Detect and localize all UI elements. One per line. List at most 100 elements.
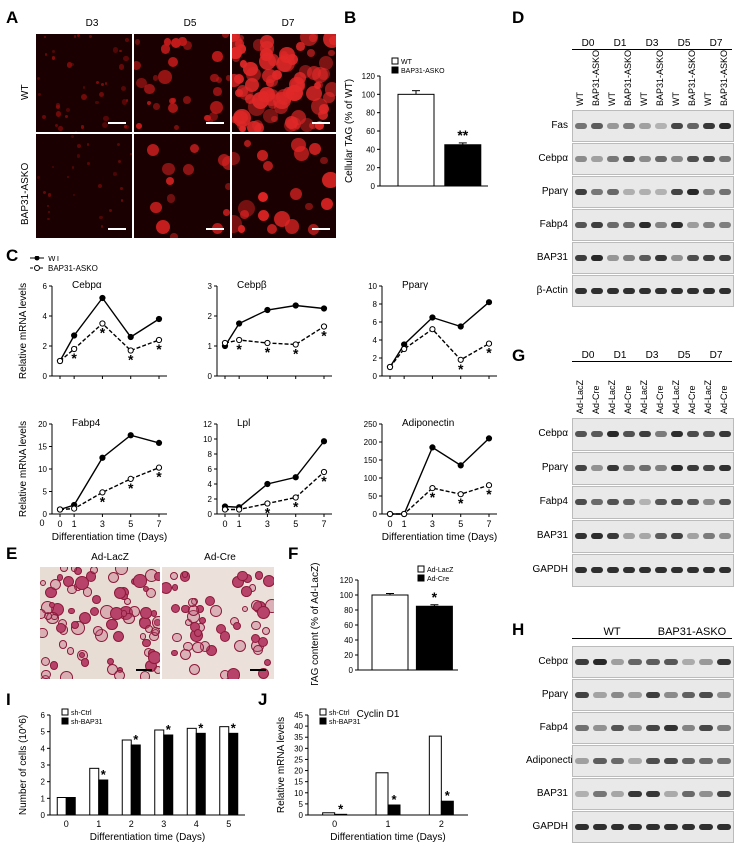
data-point — [429, 444, 436, 451]
lipid-droplet — [134, 39, 141, 45]
protein-band — [646, 691, 660, 698]
scale-bar — [312, 228, 330, 230]
protein-band — [687, 254, 699, 261]
data-point — [401, 510, 408, 518]
lipid-droplet — [67, 175, 70, 178]
protein-label: Cebpα — [538, 428, 568, 439]
stained-cell — [252, 645, 263, 656]
protein-band — [703, 431, 715, 437]
stained-cell — [107, 571, 120, 584]
protein-band — [592, 757, 607, 764]
tick-label: 0 — [299, 811, 304, 820]
stained-cell — [162, 582, 173, 595]
data-point — [386, 510, 394, 518]
protein-band — [671, 287, 683, 294]
lipid-droplet — [112, 47, 119, 53]
lipid-droplet — [178, 37, 187, 46]
protein-band — [607, 287, 619, 294]
day-label: D3 — [636, 38, 668, 50]
bar — [186, 727, 197, 816]
stained-cell — [80, 658, 90, 667]
stained-cell — [145, 588, 156, 599]
data-point — [264, 500, 271, 507]
lipid-droplet — [323, 34, 336, 49]
lipid-droplet — [47, 210, 50, 213]
tick-label: 3 — [430, 519, 435, 529]
protein-band — [623, 431, 635, 437]
tick-label: 3 — [265, 519, 270, 529]
lipid-droplet — [263, 161, 274, 172]
protein-band — [663, 823, 678, 830]
protein-band — [655, 155, 667, 162]
tick-label: 7 — [156, 519, 161, 529]
stained-cell — [91, 595, 101, 604]
lipid-droplet — [124, 125, 127, 129]
lipid-droplet — [290, 187, 303, 201]
tick-label: 30 — [294, 744, 303, 753]
lipid-droplet — [307, 65, 322, 80]
protein-band — [699, 691, 714, 698]
lipid-droplet — [103, 115, 110, 122]
protein-band — [655, 287, 667, 294]
protein-band — [671, 155, 683, 162]
tick-label: 40 — [294, 722, 303, 731]
tick-label: 40 — [366, 145, 375, 154]
protein-band — [607, 221, 619, 228]
tick-label: 0 — [208, 372, 213, 381]
protein-band — [703, 533, 715, 539]
tick-label: 5 — [43, 488, 48, 497]
lipid-droplet — [293, 122, 301, 130]
protein-label: Adiponectin — [526, 754, 579, 766]
day-label: D5 — [668, 350, 700, 362]
stained-cell — [144, 625, 153, 634]
bar — [98, 779, 109, 816]
stained-cell — [251, 633, 261, 643]
e-title-lacz: Ad-LacZ — [91, 552, 129, 563]
protein-band — [703, 465, 715, 471]
lipid-droplet — [217, 154, 230, 167]
lane-label: BAP31-ASKO — [687, 49, 698, 106]
stained-cell — [257, 668, 269, 679]
lipid-droplet — [70, 134, 74, 138]
bar — [56, 797, 67, 816]
stained-cell — [49, 579, 61, 591]
scale-bar — [312, 122, 330, 124]
lipid-droplet — [166, 194, 176, 203]
stained-cell — [233, 621, 242, 630]
significance-marker: * — [458, 495, 464, 511]
lipid-droplet — [125, 99, 128, 102]
significance-marker: * — [166, 722, 172, 737]
protein-band — [591, 533, 603, 539]
protein-band — [628, 724, 643, 731]
data-point — [99, 320, 106, 327]
legend-swatch — [391, 57, 399, 65]
tick-label: 4 — [208, 480, 213, 489]
tick-label: 15 — [38, 443, 47, 452]
protein-band — [575, 465, 587, 471]
lipid-droplet — [86, 143, 90, 146]
day-label: D1 — [604, 350, 636, 362]
lipid-droplet — [232, 34, 237, 40]
significance-marker: * — [293, 499, 299, 515]
tick-label: 4 — [194, 819, 199, 829]
lipid-droplet — [245, 67, 261, 83]
data-point — [155, 315, 163, 323]
protein-band — [655, 122, 667, 129]
protein-band — [607, 465, 619, 471]
protein-band — [591, 221, 603, 228]
protein-band — [628, 790, 643, 797]
protein-band — [607, 533, 619, 539]
lipid-droplet — [119, 187, 123, 190]
stained-cell — [40, 580, 47, 587]
protein-band — [655, 499, 667, 505]
blot-strip — [572, 745, 734, 777]
stained-cell — [74, 576, 89, 590]
lipid-droplet — [100, 225, 103, 228]
significance-marker: * — [71, 350, 77, 366]
lipid-droplet — [232, 34, 241, 43]
tick-label: 8 — [208, 450, 213, 459]
lipid-droplet — [244, 78, 260, 93]
tick-label: 4 — [41, 744, 46, 753]
western-blot-d: D0 WT BAP31-ASKO D1 WT BAP31-ASKO D3 WT BAP31-AS… — [526, 38, 736, 308]
legend-label: sh-Ctrl — [329, 710, 350, 717]
